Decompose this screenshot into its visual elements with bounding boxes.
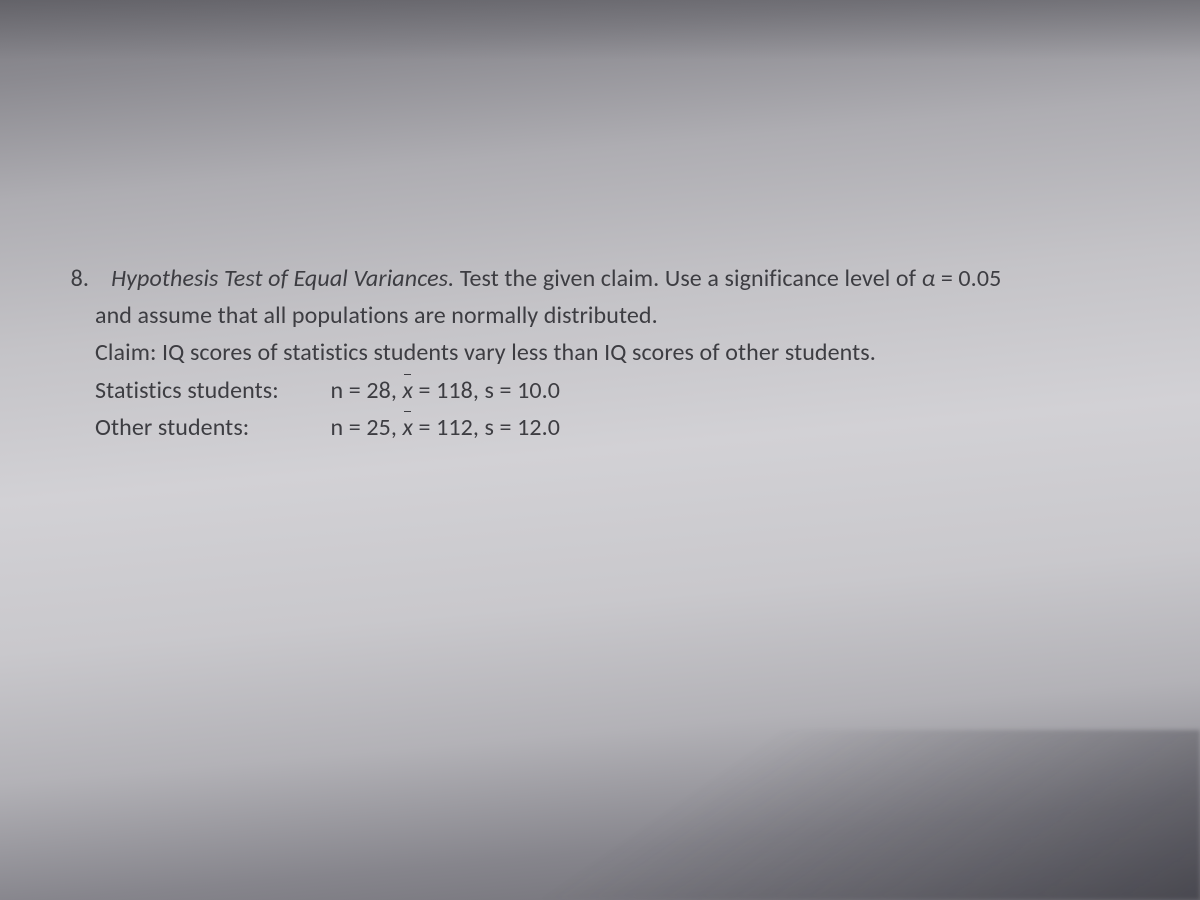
claim-text: Claim: IQ scores of statistics students … (95, 338, 876, 367)
assumption-text: and assume that all populations are norm… (95, 301, 658, 330)
claim-line: Claim: IQ scores of statistics students … (55, 334, 1160, 371)
problem-line-1: 8. Hypothesis Test of Equal Variances. T… (55, 260, 1160, 297)
alpha-value: = 0.05 (941, 264, 1002, 293)
document-page: 8. Hypothesis Test of Equal Variances. T… (0, 0, 1200, 900)
other-students-row: Other students: n = 25, x = 112, s = 12.… (55, 409, 1160, 446)
alpha-symbol: α (922, 264, 936, 293)
problem-8: 8. Hypothesis Test of Equal Variances. T… (55, 260, 1160, 446)
problem-title: Hypothesis Test of Equal Variances. (111, 264, 454, 293)
other-values: = 112, s = 12.0 (419, 413, 561, 442)
stats-xbar-symbol: x (403, 372, 414, 409)
other-xbar-symbol: x (403, 409, 414, 446)
stats-students-label: Statistics students: (95, 372, 325, 409)
problem-line-2: and assume that all populations are norm… (55, 297, 1160, 334)
other-n: n = 25, (331, 413, 403, 442)
other-students-label: Other students: (95, 409, 325, 446)
stats-students-row: Statistics students: n = 28, x = 118, s … (55, 372, 1160, 409)
stats-values: = 118, s = 10.0 (419, 376, 561, 405)
stats-n: n = 28, (331, 376, 403, 405)
problem-number: 8. (55, 260, 89, 297)
problem-line-1-rest: Test the given claim. Use a significance… (460, 264, 922, 293)
